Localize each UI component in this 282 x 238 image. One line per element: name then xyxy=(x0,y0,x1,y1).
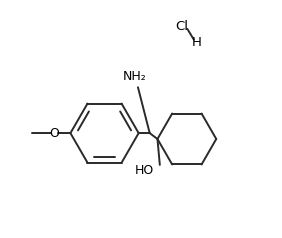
Text: O: O xyxy=(50,127,60,140)
Text: NH₂: NH₂ xyxy=(123,69,146,83)
Text: H: H xyxy=(191,36,201,49)
Text: HO: HO xyxy=(135,164,154,177)
Text: Cl: Cl xyxy=(176,20,189,33)
